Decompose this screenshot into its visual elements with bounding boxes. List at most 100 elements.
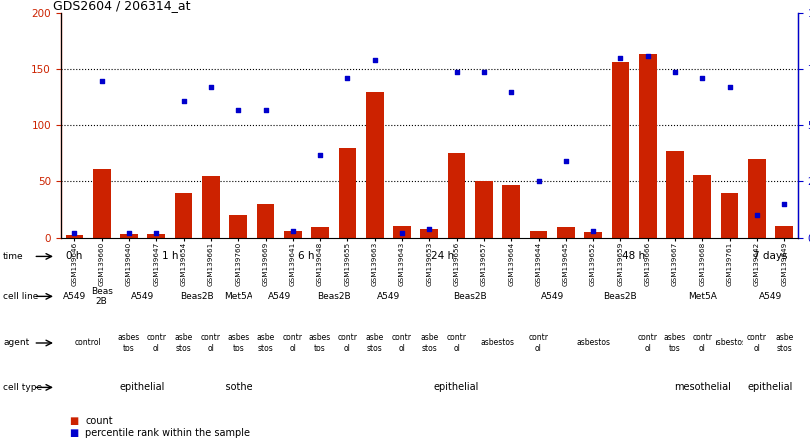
Point xyxy=(778,200,791,207)
Text: A549: A549 xyxy=(540,292,564,301)
Text: cell type: cell type xyxy=(3,383,42,392)
Text: epithelial: epithelial xyxy=(434,382,480,392)
Text: 24 h: 24 h xyxy=(432,251,454,262)
Text: mesothelial: mesothelial xyxy=(674,382,731,392)
Bar xyxy=(693,175,711,238)
Point xyxy=(313,151,326,158)
Bar xyxy=(202,176,220,238)
Text: contr
ol: contr ol xyxy=(392,333,412,353)
Text: control: control xyxy=(75,338,101,348)
Point xyxy=(341,75,354,82)
Bar xyxy=(120,234,138,238)
Point xyxy=(750,212,763,219)
Text: A549: A549 xyxy=(267,292,291,301)
Text: asbes
tos: asbes tos xyxy=(118,333,140,353)
Text: 7 days: 7 days xyxy=(753,251,788,262)
Point xyxy=(177,97,190,104)
Point xyxy=(395,230,408,237)
Point xyxy=(477,68,490,75)
Bar xyxy=(448,154,466,238)
Bar xyxy=(502,185,520,238)
Text: asbe
stos: asbe stos xyxy=(365,333,384,353)
Point xyxy=(369,57,382,64)
Text: asbe
stos: asbe stos xyxy=(174,333,193,353)
Text: A549: A549 xyxy=(377,292,400,301)
Bar xyxy=(284,231,301,238)
Point xyxy=(505,88,518,95)
Text: Beas2B: Beas2B xyxy=(603,292,637,301)
Text: contr
ol: contr ol xyxy=(283,333,303,353)
Bar xyxy=(393,226,411,238)
Text: 1 h: 1 h xyxy=(162,251,178,262)
Text: contr
ol: contr ol xyxy=(147,333,166,353)
Text: contr
ol: contr ol xyxy=(201,333,221,353)
Text: asbestos: asbestos xyxy=(576,338,610,348)
Text: time: time xyxy=(3,252,23,261)
Bar xyxy=(175,193,193,238)
Point xyxy=(696,75,709,82)
Text: contr
ol: contr ol xyxy=(528,333,548,353)
Point xyxy=(122,230,135,237)
Bar xyxy=(557,227,574,238)
Point xyxy=(560,158,573,165)
Point xyxy=(614,55,627,62)
Point xyxy=(204,84,217,91)
Text: Beas2B: Beas2B xyxy=(181,292,214,301)
Bar xyxy=(612,62,629,238)
Text: count: count xyxy=(85,416,113,426)
Text: agent: agent xyxy=(3,338,29,348)
Bar xyxy=(748,159,765,238)
Bar xyxy=(721,193,739,238)
Text: A549: A549 xyxy=(131,292,154,301)
Text: 0 h: 0 h xyxy=(66,251,83,262)
Bar xyxy=(475,182,492,238)
Point xyxy=(450,68,463,75)
Text: contr
ol: contr ol xyxy=(747,333,767,353)
Text: asbestos: asbestos xyxy=(713,338,747,348)
Bar xyxy=(530,231,548,238)
Text: ■: ■ xyxy=(69,416,78,426)
Bar xyxy=(147,234,165,238)
Bar xyxy=(229,215,247,238)
Text: GDS2604 / 206314_at: GDS2604 / 206314_at xyxy=(53,0,191,12)
Point xyxy=(642,52,654,59)
Text: mesothelial: mesothelial xyxy=(210,382,266,392)
Text: asbes
tos: asbes tos xyxy=(664,333,686,353)
Text: epithelial: epithelial xyxy=(748,382,793,392)
Text: percentile rank within the sample: percentile rank within the sample xyxy=(85,428,250,438)
Point xyxy=(96,77,109,84)
Bar xyxy=(775,226,793,238)
Point xyxy=(423,225,436,232)
Text: 6 h: 6 h xyxy=(298,251,315,262)
Bar xyxy=(584,232,602,238)
Bar xyxy=(311,227,329,238)
Point xyxy=(286,227,299,234)
Text: contr
ol: contr ol xyxy=(446,333,467,353)
Text: A549: A549 xyxy=(63,292,86,301)
Text: Met5A: Met5A xyxy=(224,292,253,301)
Text: Beas2B: Beas2B xyxy=(317,292,351,301)
Text: contr
ol: contr ol xyxy=(637,333,658,353)
Text: epithelial: epithelial xyxy=(120,382,165,392)
Bar xyxy=(66,235,83,238)
Bar xyxy=(666,151,684,238)
Bar xyxy=(639,54,657,238)
Text: Met5A: Met5A xyxy=(688,292,717,301)
Point xyxy=(586,227,599,234)
Text: asbes
tos: asbes tos xyxy=(227,333,249,353)
Text: A549: A549 xyxy=(759,292,782,301)
Text: asbestos: asbestos xyxy=(480,338,514,348)
Point xyxy=(532,178,545,185)
Bar xyxy=(257,204,275,238)
Point xyxy=(259,106,272,113)
Text: ■: ■ xyxy=(69,428,78,438)
Text: 48 h: 48 h xyxy=(623,251,646,262)
Text: Beas2B: Beas2B xyxy=(454,292,487,301)
Text: asbe
stos: asbe stos xyxy=(257,333,275,353)
Text: contr
ol: contr ol xyxy=(693,333,712,353)
Bar xyxy=(339,148,356,238)
Bar xyxy=(366,92,384,238)
Text: asbe
stos: asbe stos xyxy=(420,333,438,353)
Point xyxy=(150,230,163,237)
Point xyxy=(68,230,81,237)
